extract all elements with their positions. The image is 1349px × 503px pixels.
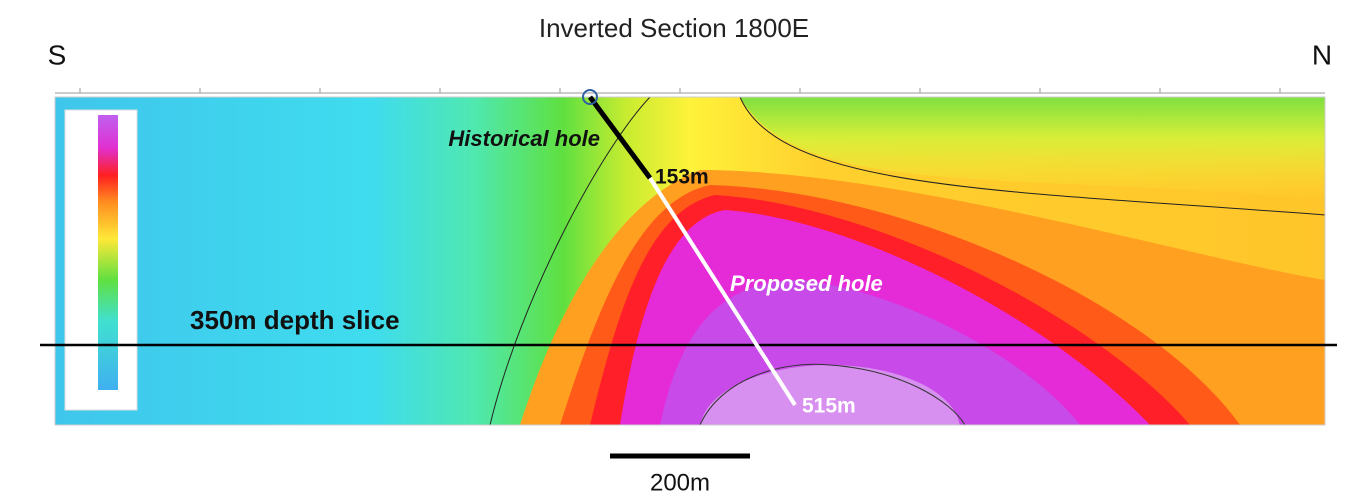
south-label: S <box>48 39 67 70</box>
north-label: N <box>1312 39 1332 70</box>
proposed-hole-label: Proposed hole <box>730 271 883 296</box>
depth-slice-label: 350m depth slice <box>190 305 400 335</box>
collar <box>582 89 598 105</box>
top-ruler <box>55 88 1325 94</box>
title: Inverted Section 1800E <box>539 13 809 43</box>
historical-depth-label: 153m <box>655 166 709 189</box>
proposed-hole <box>648 176 797 407</box>
historical-hole <box>587 95 653 180</box>
resistivity-section <box>55 97 1325 425</box>
proposed-depth-label: 515m <box>802 395 856 418</box>
legend <box>64 109 138 411</box>
historical-hole-label: Historical hole <box>448 126 600 151</box>
plot-frame <box>54 96 1326 426</box>
scale-bar-label: 200m <box>650 469 710 496</box>
